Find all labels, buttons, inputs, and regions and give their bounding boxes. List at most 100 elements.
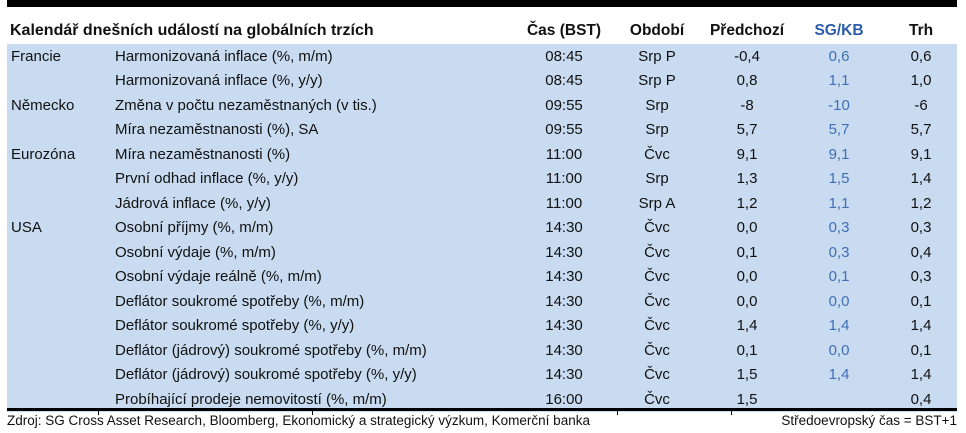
period-cell: Srp [613, 117, 702, 142]
previous-cell: 1,3 [701, 166, 794, 191]
time-cell: 14:30 [515, 313, 614, 338]
sgkb-cell: 1,1 [793, 191, 886, 216]
market-cell: 0,4 [885, 240, 958, 265]
time-cell: 14:30 [515, 264, 614, 289]
period-cell: Čvc [613, 338, 702, 363]
country-cell: Eurozóna [7, 142, 115, 167]
market-cell: 0,3 [885, 215, 958, 240]
previous-cell: 0,0 [701, 289, 794, 314]
column-tick [312, 411, 313, 415]
sgkb-cell: 1,4 [793, 362, 886, 387]
period-cell: Čvc [613, 387, 702, 412]
period-cell: Čvc [613, 264, 702, 289]
event-cell: Deflátor (jádrový) soukromé spotřeby (%,… [115, 338, 516, 363]
period-cell: Čvc [613, 142, 702, 167]
sgkb-cell: 1,4 [793, 313, 886, 338]
market-cell: 5,7 [885, 117, 958, 142]
market-cell: 1,2 [885, 191, 958, 216]
previous-cell: 0,0 [701, 215, 794, 240]
time-cell: 16:00 [515, 387, 614, 412]
previous-cell: 1,2 [701, 191, 794, 216]
market-cell: 1,4 [885, 166, 958, 191]
sgkb-cell: -10 [793, 93, 886, 118]
time-cell: 14:30 [515, 362, 614, 387]
event-cell: Probíhající prodeje nemovitostí (%, m/m) [115, 387, 516, 412]
event-cell: Osobní příjmy (%, m/m) [115, 215, 516, 240]
previous-cell: 0,0 [701, 264, 794, 289]
country-cell: Francie [7, 44, 115, 69]
previous-cell: 0,1 [701, 240, 794, 265]
event-cell: Deflátor soukromé spotřeby (%, y/y) [115, 313, 516, 338]
time-cell: 14:30 [515, 215, 614, 240]
event-cell: Osobní výdaje (%, m/m) [115, 240, 516, 265]
market-cell: 0,4 [885, 387, 958, 412]
previous-cell: 9,1 [701, 142, 794, 167]
table-header: Kalendář dnešních událostí na globálních… [7, 7, 958, 44]
column-tick [731, 411, 732, 415]
event-cell: Osobní výdaje reálně (%, m/m) [115, 264, 516, 289]
table-row: Jádrová inflace (%, y/y) 11:00 Srp A 1,2… [7, 191, 958, 216]
period-cell: Čvc [613, 313, 702, 338]
market-cell: 0,1 [885, 338, 958, 363]
table-footer: Zdroj: SG Cross Asset Research, Bloomber… [7, 413, 957, 428]
column-header-period: Období [613, 7, 702, 44]
country-cell: Německo [7, 93, 115, 118]
period-cell: Čvc [613, 289, 702, 314]
table-row: Osobní výdaje (%, m/m) 14:30 Čvc 0,1 0,3… [7, 240, 958, 265]
previous-cell: 1,5 [701, 387, 794, 412]
sgkb-cell: 1,5 [793, 166, 886, 191]
previous-cell: -8 [701, 93, 794, 118]
time-cell: 08:45 [515, 44, 614, 69]
market-cell: 0,6 [885, 44, 958, 69]
sgkb-cell [793, 387, 886, 412]
column-header-time: Čas (BST) [515, 7, 614, 44]
period-cell: Čvc [613, 240, 702, 265]
table-row: Německo Změna v počtu nezaměstnaných (v … [7, 93, 958, 118]
table-body: Francie Harmonizovaná inflace (%, m/m) 0… [7, 44, 958, 412]
country-cell [7, 289, 115, 314]
country-cell [7, 166, 115, 191]
country-cell: USA [7, 215, 115, 240]
table-row: Deflátor (jádrový) soukromé spotřeby (%,… [7, 338, 958, 363]
country-cell [7, 117, 115, 142]
previous-cell: 0,8 [701, 68, 794, 93]
country-cell [7, 362, 115, 387]
table-row: Deflátor soukromé spotřeby (%, m/m) 14:3… [7, 289, 958, 314]
table-row: Míra nezaměstnanosti (%), SA 09:55 Srp 5… [7, 117, 958, 142]
table-row: Eurozóna Míra nezaměstnanosti (%) 11:00 … [7, 142, 958, 167]
period-cell: Srp [613, 93, 702, 118]
event-cell: Harmonizovaná inflace (%, y/y) [115, 68, 516, 93]
event-cell: Jádrová inflace (%, y/y) [115, 191, 516, 216]
country-cell [7, 191, 115, 216]
time-cell: 14:30 [515, 338, 614, 363]
table-row: Francie Harmonizovaná inflace (%, m/m) 0… [7, 44, 958, 69]
event-cell: První odhad inflace (%, y/y) [115, 166, 516, 191]
period-cell: Srp A [613, 191, 702, 216]
column-header-market: Trh [885, 7, 958, 44]
column-header-previous: Předchozí [701, 7, 794, 44]
market-cell: 0,1 [885, 289, 958, 314]
table-row: Probíhající prodeje nemovitostí (%, m/m)… [7, 387, 958, 412]
sgkb-cell: 0,6 [793, 44, 886, 69]
country-cell [7, 313, 115, 338]
event-cell: Harmonizovaná inflace (%, m/m) [115, 44, 516, 69]
previous-cell: 0,1 [701, 338, 794, 363]
period-cell: Srp P [613, 44, 702, 69]
table-row: Deflátor (jádrový) soukromé spotřeby (%,… [7, 362, 958, 387]
table-row: Osobní výdaje reálně (%, m/m) 14:30 Čvc … [7, 264, 958, 289]
sgkb-cell: 0,3 [793, 240, 886, 265]
column-header-sgkb: SG/KB [793, 7, 886, 44]
sgkb-cell: 9,1 [793, 142, 886, 167]
table-row: USA Osobní příjmy (%, m/m) 14:30 Čvc 0,0… [7, 215, 958, 240]
previous-cell: 1,4 [701, 313, 794, 338]
time-cell: 11:00 [515, 166, 614, 191]
time-cell: 09:55 [515, 93, 614, 118]
period-cell: Čvc [613, 215, 702, 240]
table-row: První odhad inflace (%, y/y) 11:00 Srp 1… [7, 166, 958, 191]
column-tick [98, 411, 99, 415]
sgkb-cell: 0,0 [793, 338, 886, 363]
market-cell: 1,0 [885, 68, 958, 93]
previous-cell: 5,7 [701, 117, 794, 142]
country-cell [7, 338, 115, 363]
